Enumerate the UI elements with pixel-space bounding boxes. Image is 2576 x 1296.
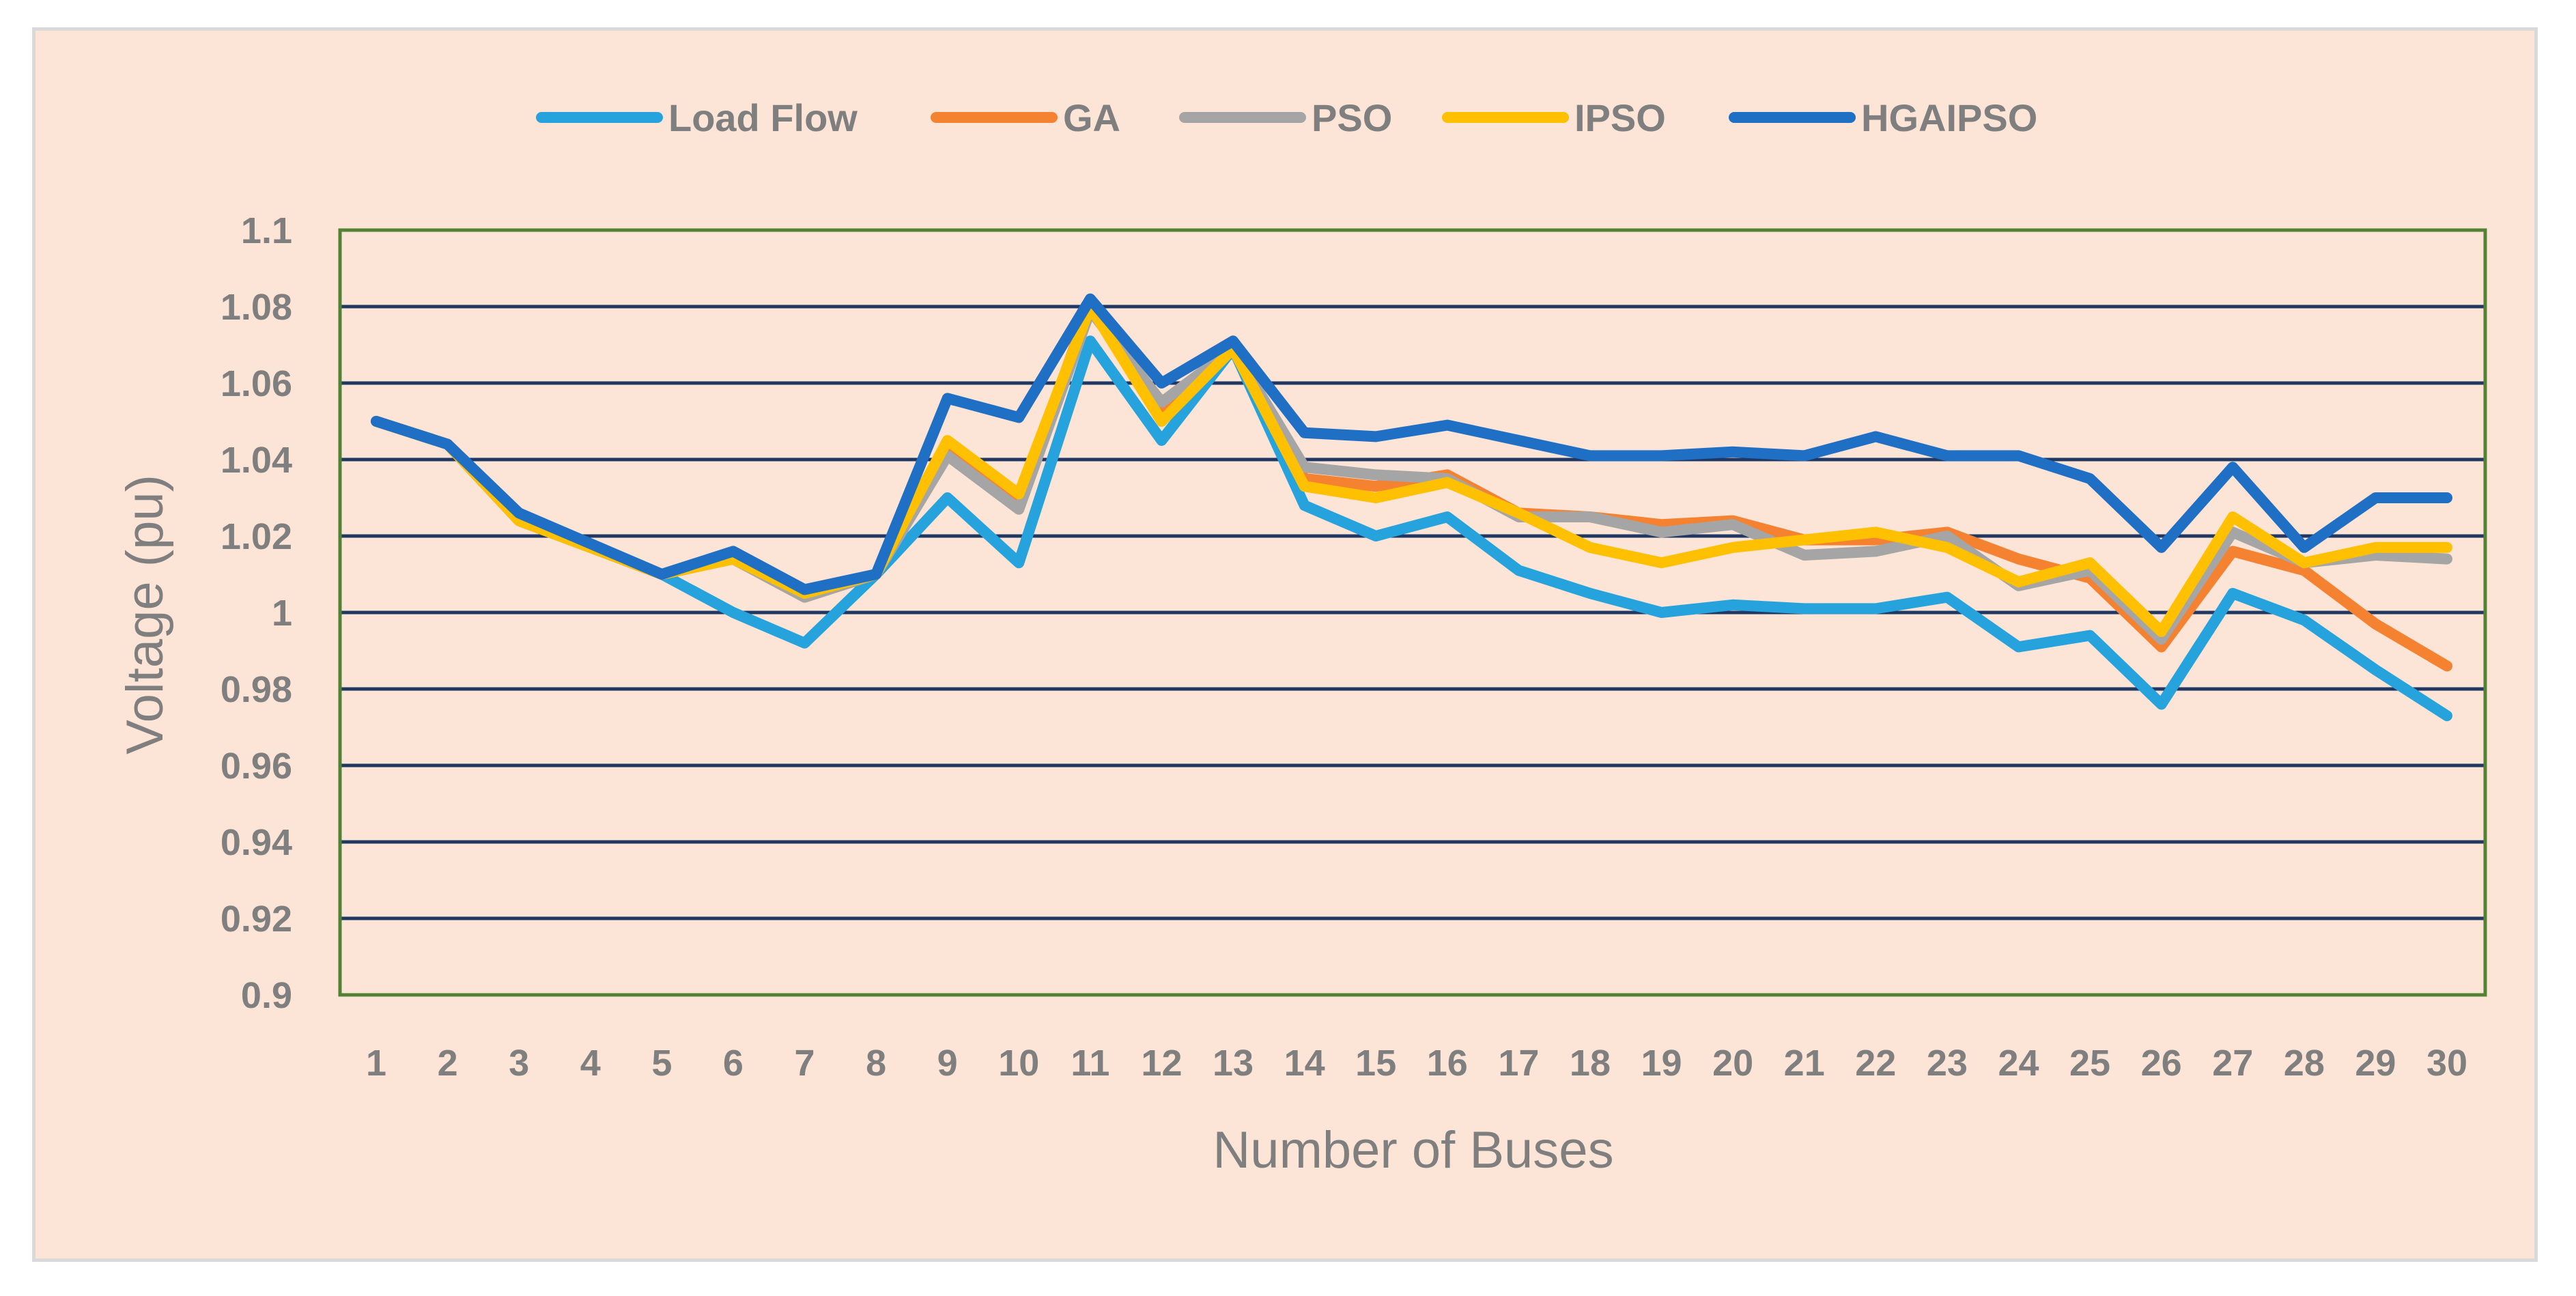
x-tick-label: 4 <box>580 1043 601 1084</box>
legend-label-ipso: IPSO <box>1574 96 1666 139</box>
x-tick-label: 8 <box>866 1043 886 1084</box>
x-tick-label: 12 <box>1141 1043 1182 1084</box>
x-tick-label: 9 <box>937 1043 958 1084</box>
x-tick-label: 19 <box>1641 1043 1682 1084</box>
x-tick-label: 14 <box>1284 1043 1325 1084</box>
x-tick-label: 16 <box>1427 1043 1468 1084</box>
legend-label-ga: GA <box>1063 96 1120 139</box>
y-tick-label: 0.96 <box>221 746 292 787</box>
legend-label-load-flow: Load Flow <box>668 96 858 139</box>
x-tick-label: 13 <box>1213 1043 1254 1084</box>
x-tick-label: 26 <box>2141 1043 2182 1084</box>
y-tick-label: 1.02 <box>221 516 292 557</box>
y-tick-label: 1.08 <box>221 287 292 328</box>
x-axis-ticks: 1 2 3 4 5 6 7 8 9 10 11 12 13 14 15 16 17 18 19 20 21 22 23 24 2… <box>366 1043 2467 1084</box>
x-tick-label: 27 <box>2212 1043 2253 1084</box>
y-tick-label: 0.9 <box>241 975 292 1016</box>
chart-frame <box>32 27 2538 1262</box>
x-tick-label: 17 <box>1498 1043 1539 1084</box>
plot-area-border <box>338 228 2487 997</box>
legend-label-hgaipso: HGAIPSO <box>1861 96 2037 139</box>
x-tick-label: 24 <box>1998 1043 2039 1084</box>
x-tick-label: 29 <box>2355 1043 2396 1084</box>
y-tick-label: 0.92 <box>221 899 292 940</box>
x-tick-label: 22 <box>1855 1043 1896 1084</box>
x-tick-label: 30 <box>2426 1043 2467 1084</box>
x-tick-label: 11 <box>1071 1043 1109 1084</box>
x-tick-label: 25 <box>2069 1043 2110 1084</box>
x-tick-label: 23 <box>1927 1043 1968 1084</box>
x-tick-label: 3 <box>509 1043 529 1084</box>
x-tick-label: 6 <box>723 1043 744 1084</box>
x-tick-label: 28 <box>2284 1043 2325 1084</box>
series-layer <box>371 293 2452 722</box>
y-axis-ticks: 0.9 0.92 0.94 0.96 0.98 1 1.02 1.04 1.06 1.08 1.1 <box>221 210 292 1016</box>
grid-layer <box>340 305 2485 920</box>
series-line-hgaipso <box>371 293 2452 595</box>
x-tick-label: 5 <box>651 1043 672 1084</box>
legend-label-pso: PSO <box>1312 96 1392 139</box>
x-tick-label: 7 <box>794 1043 815 1084</box>
x-tick-label: 2 <box>438 1043 458 1084</box>
y-tick-label: 1.06 <box>221 363 292 404</box>
series-line-ipso <box>371 301 2452 637</box>
x-tick-label: 15 <box>1355 1043 1396 1084</box>
y-axis-title: Voltage (pu) <box>116 475 174 755</box>
chart-background <box>36 31 2534 1258</box>
y-tick-label: 0.94 <box>221 822 292 863</box>
x-tick-label: 1 <box>366 1043 386 1084</box>
y-tick-label: 0.98 <box>221 669 292 710</box>
x-tick-label: 10 <box>998 1043 1039 1084</box>
x-axis-title: Number of Buses <box>1213 1121 1613 1179</box>
x-tick-label: 18 <box>1570 1043 1611 1084</box>
x-tick-label: 20 <box>1712 1043 1753 1084</box>
series-line-load-flow <box>371 335 2452 722</box>
y-tick-label: 1.04 <box>221 440 292 481</box>
y-tick-label: 1.1 <box>241 210 292 251</box>
y-tick-label: 1 <box>272 593 292 634</box>
legend: Load Flow GA PSO IPSO HGAIPSO <box>536 96 2037 139</box>
x-tick-label: 21 <box>1784 1043 1825 1084</box>
